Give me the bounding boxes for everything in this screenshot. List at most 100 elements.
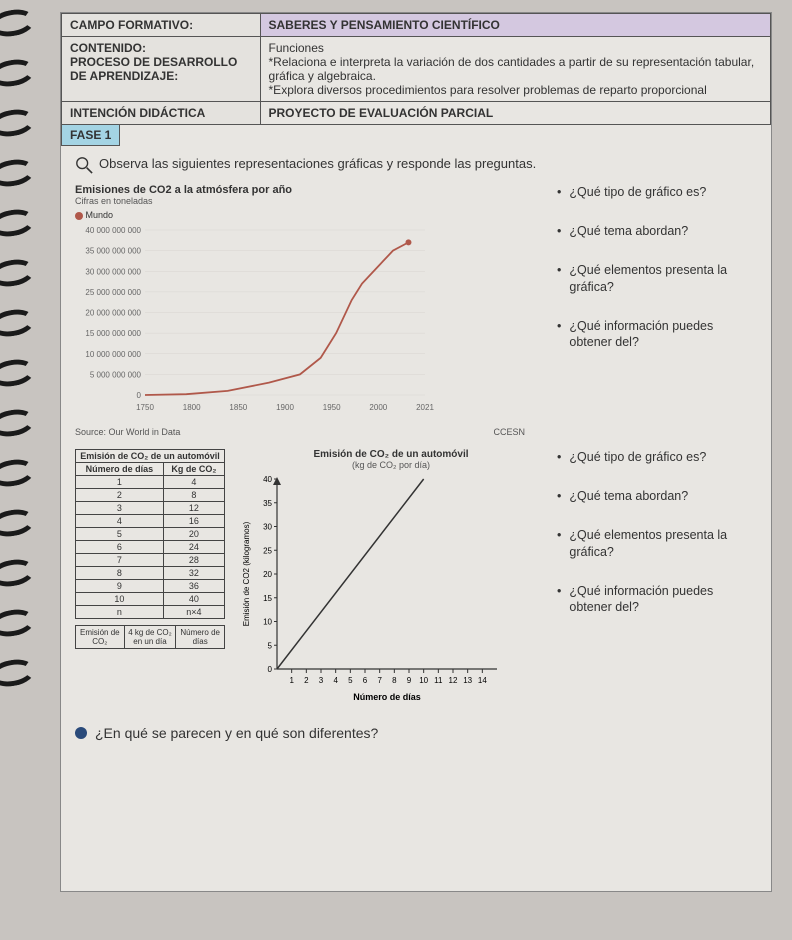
data-table-title: Emisión de CO₂ de un automóvil xyxy=(76,450,225,463)
table-row: 624 xyxy=(76,541,225,554)
chart2-subtitle: (kg de CO₂ por día) xyxy=(237,460,545,470)
svg-text:13: 13 xyxy=(463,676,472,685)
svg-text:1950: 1950 xyxy=(323,403,341,412)
q2-2-text: ¿Qué tema abordan? xyxy=(569,488,688,505)
chart2-title: Emisión de CO₂ de un automóvil xyxy=(237,449,545,460)
svg-text:4: 4 xyxy=(333,676,338,685)
svg-text:14: 14 xyxy=(478,676,487,685)
svg-text:7: 7 xyxy=(377,676,382,685)
data-table-wrap: Emisión de CO₂ de un automóvil Número de… xyxy=(75,449,225,707)
campo-value: SABERES Y PENSAMIENTO CIENTÍFICO xyxy=(260,14,770,37)
observa-text: Observa las siguientes representaciones … xyxy=(99,156,536,171)
svg-text:25: 25 xyxy=(263,546,272,555)
svg-text:35: 35 xyxy=(263,499,272,508)
bullet-icon xyxy=(75,727,87,739)
svg-text:40 000 000 000: 40 000 000 000 xyxy=(85,226,141,235)
chart1-legend-text: Mundo xyxy=(86,210,114,220)
svg-text:15: 15 xyxy=(263,594,272,603)
svg-text:6: 6 xyxy=(363,676,368,685)
ratio-box: Emisión de CO₂ 4 kg de CO₂ en un día Núm… xyxy=(75,625,225,649)
chart1-source: Source: Our World in Data CCESN xyxy=(75,427,545,437)
chart1-src-left: Source: Our World in Data xyxy=(75,427,180,437)
svg-text:5: 5 xyxy=(348,676,353,685)
table-row: 832 xyxy=(76,567,225,580)
svg-text:0: 0 xyxy=(137,391,142,400)
svg-text:2: 2 xyxy=(304,676,309,685)
contenido-label: CONTENIDO: PROCESO DE DESARROLLO DE APRE… xyxy=(62,37,261,102)
data-table-col2: Kg de CO₂ xyxy=(163,463,224,476)
svg-text:5: 5 xyxy=(268,641,273,650)
svg-text:40: 40 xyxy=(263,475,272,484)
svg-text:9: 9 xyxy=(407,676,412,685)
q2-3: ¿Qué elementos presenta la gráfica? xyxy=(557,527,757,561)
chart1-area: Emisiones de CO2 a la atmósfera por año … xyxy=(75,184,545,437)
proceso-value: *Relaciona e interpreta la variación de … xyxy=(269,55,755,97)
section-2: Emisión de CO₂ de un automóvil Número de… xyxy=(75,449,757,707)
q2-2: ¿Qué tema abordan? xyxy=(557,488,757,505)
ratio-c2: 4 kg de CO₂ en un día xyxy=(124,626,176,649)
q2-4: ¿Qué información puedes obtener del? xyxy=(557,583,757,617)
q1-3-text: ¿Qué elementos presenta la gráfica? xyxy=(569,262,757,296)
svg-text:11: 11 xyxy=(434,676,443,685)
svg-text:35 000 000 000: 35 000 000 000 xyxy=(85,247,141,256)
svg-text:10 000 000 000: 10 000 000 000 xyxy=(85,350,141,359)
chart1-subtitle: Cifras en toneladas xyxy=(75,196,545,206)
q1-2: ¿Qué tema abordan? xyxy=(557,223,757,240)
table-row: nn×4 xyxy=(76,606,225,619)
table-row: 416 xyxy=(76,515,225,528)
q2-4-text: ¿Qué información puedes obtener del? xyxy=(569,583,757,617)
svg-text:30: 30 xyxy=(263,523,272,532)
q1-4-text: ¿Qué información puedes obtener del? xyxy=(569,318,757,352)
svg-text:20 000 000 000: 20 000 000 000 xyxy=(85,309,141,318)
svg-text:0: 0 xyxy=(268,665,273,674)
q1-1-text: ¿Qué tipo de gráfico es? xyxy=(569,184,706,201)
contenido-value: Funciones xyxy=(269,41,324,55)
header-table: CAMPO FORMATIVO: SABERES Y PENSAMIENTO C… xyxy=(61,13,771,125)
svg-text:2021: 2021 xyxy=(416,403,434,412)
questions2-col: ¿Qué tipo de gráfico es? ¿Qué tema abord… xyxy=(557,449,757,707)
svg-text:10: 10 xyxy=(263,618,272,627)
q2-3-text: ¿Qué elementos presenta la gráfica? xyxy=(569,527,757,561)
svg-text:20: 20 xyxy=(263,570,272,579)
svg-text:5 000 000 000: 5 000 000 000 xyxy=(90,370,142,379)
svg-text:10: 10 xyxy=(419,676,428,685)
svg-text:15 000 000 000: 15 000 000 000 xyxy=(85,329,141,338)
chart1-src-right: CCESN xyxy=(493,427,525,437)
search-icon xyxy=(75,156,93,174)
svg-text:Número de días: Número de días xyxy=(353,692,421,702)
svg-text:1800: 1800 xyxy=(183,403,201,412)
svg-text:3: 3 xyxy=(319,676,324,685)
q1-3: ¿Qué elementos presenta la gráfica? xyxy=(557,262,757,296)
svg-text:1: 1 xyxy=(289,676,294,685)
svg-text:2000: 2000 xyxy=(369,403,387,412)
chart2-area: Emisión de CO₂ de un automóvil (kg de CO… xyxy=(237,449,545,707)
worksheet-page: CAMPO FORMATIVO: SABERES Y PENSAMIENTO C… xyxy=(60,12,772,892)
data-table-col1: Número de días xyxy=(76,463,164,476)
q1-4: ¿Qué información puedes obtener del? xyxy=(557,318,757,352)
ratio-c1: Emisión de CO₂ xyxy=(76,626,125,649)
spiral-binding xyxy=(0,0,50,940)
section-1: Emisiones de CO2 a la atmósfera por año … xyxy=(75,184,757,437)
table-row: 936 xyxy=(76,580,225,593)
chart2-svg: 40353025201510501234567891011121314Emisi… xyxy=(237,474,507,704)
campo-label: CAMPO FORMATIVO: xyxy=(62,14,261,37)
table-row: 1040 xyxy=(76,593,225,606)
proceso-label-text: PROCESO DE DESARROLLO DE APRENDIZAJE: xyxy=(70,55,237,83)
intencion-value: PROYECTO DE EVALUACIÓN PARCIAL xyxy=(260,102,770,125)
contenido-value-cell: Funciones *Relaciona e interpreta la var… xyxy=(260,37,770,102)
ratio-c3: Número de días xyxy=(176,626,225,649)
table-row: 28 xyxy=(76,489,225,502)
observa-row: Observa las siguientes representaciones … xyxy=(75,156,757,174)
svg-text:25 000 000 000: 25 000 000 000 xyxy=(85,288,141,297)
chart1-title: Emisiones de CO2 a la atmósfera por año xyxy=(75,184,545,196)
intencion-label: INTENCIÓN DIDÁCTICA xyxy=(62,102,261,125)
svg-text:Emisión de CO2 (kilogramos): Emisión de CO2 (kilogramos) xyxy=(242,521,251,626)
table-row: 14 xyxy=(76,476,225,489)
svg-text:1750: 1750 xyxy=(136,403,154,412)
fase-badge: FASE 1 xyxy=(61,125,120,146)
svg-text:8: 8 xyxy=(392,676,397,685)
q2-1: ¿Qué tipo de gráfico es? xyxy=(557,449,757,466)
final-question: ¿En qué se parecen y en qué son diferent… xyxy=(75,725,757,741)
table-row: 728 xyxy=(76,554,225,567)
questions1-col: ¿Qué tipo de gráfico es? ¿Qué tema abord… xyxy=(557,184,757,437)
